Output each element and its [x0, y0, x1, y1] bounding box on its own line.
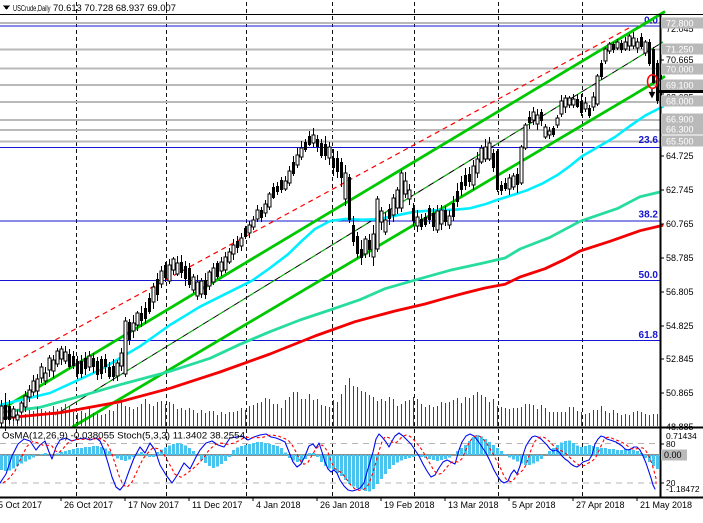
svg-text:27 Apr 2018: 27 Apr 2018	[576, 500, 625, 510]
svg-text:70.613 70.728 68.937 69.007: 70.613 70.728 68.937 69.007	[53, 3, 176, 13]
svg-text:5 Oct 2017: 5 Oct 2017	[0, 500, 42, 510]
svg-text:50.0: 50.0	[639, 270, 659, 281]
svg-text:64.725: 64.725	[666, 151, 694, 161]
svg-text:50.865: 50.865	[666, 388, 694, 398]
svg-text:61.8: 61.8	[639, 330, 659, 341]
svg-text:21 May 2018: 21 May 2018	[640, 500, 692, 510]
svg-text:23.6: 23.6	[639, 135, 659, 146]
svg-text:-1.18472: -1.18472	[666, 484, 700, 494]
svg-text:62.745: 62.745	[666, 185, 694, 195]
svg-text:58.785: 58.785	[666, 253, 694, 263]
svg-text:66.300: 66.300	[666, 124, 694, 134]
svg-text:0.00: 0.00	[664, 450, 682, 460]
svg-text:19 Feb 2018: 19 Feb 2018	[384, 500, 435, 510]
svg-text:56.805: 56.805	[666, 287, 694, 297]
svg-text:69.100: 69.100	[666, 80, 694, 90]
svg-text:71.250: 71.250	[666, 44, 694, 54]
svg-text:0.71434: 0.71434	[666, 431, 697, 441]
svg-text:48.885: 48.885	[666, 422, 694, 432]
svg-text:13 Mar 2018: 13 Mar 2018	[448, 500, 499, 510]
svg-text:5 Apr 2018: 5 Apr 2018	[512, 500, 556, 510]
svg-text:80: 80	[666, 439, 676, 449]
svg-text:USCrude,Daily: USCrude,Daily	[13, 4, 51, 13]
svg-text:66.900: 66.900	[666, 114, 694, 124]
svg-text:11 Dec 2017: 11 Dec 2017	[192, 500, 242, 510]
svg-text:52.845: 52.845	[666, 354, 694, 364]
svg-text:70.665: 70.665	[666, 55, 694, 65]
svg-text:26 Oct 2017: 26 Oct 2017	[64, 500, 113, 510]
svg-text:26 Jan 2018: 26 Jan 2018	[320, 500, 370, 510]
svg-text:68.000: 68.000	[666, 96, 694, 106]
svg-text:72.045: 72.045	[666, 24, 694, 34]
svg-text:70.000: 70.000	[666, 64, 694, 74]
svg-text:72.800: 72.800	[666, 18, 694, 28]
svg-text:38.2: 38.2	[639, 210, 659, 221]
svg-text:20: 20	[666, 478, 676, 488]
svg-text:4 Jan 2018: 4 Jan 2018	[256, 500, 301, 510]
svg-text:60.765: 60.765	[666, 219, 694, 229]
svg-text:65.500: 65.500	[666, 136, 694, 146]
svg-text:17 Nov 2017: 17 Nov 2017	[128, 500, 179, 510]
svg-text:54.825: 54.825	[666, 321, 694, 331]
svg-text:OsMA(12,26,9) -0.038055 Stoch: OsMA(12,26,9) -0.038055 Stoch(5,3,3) 11.…	[2, 431, 245, 441]
